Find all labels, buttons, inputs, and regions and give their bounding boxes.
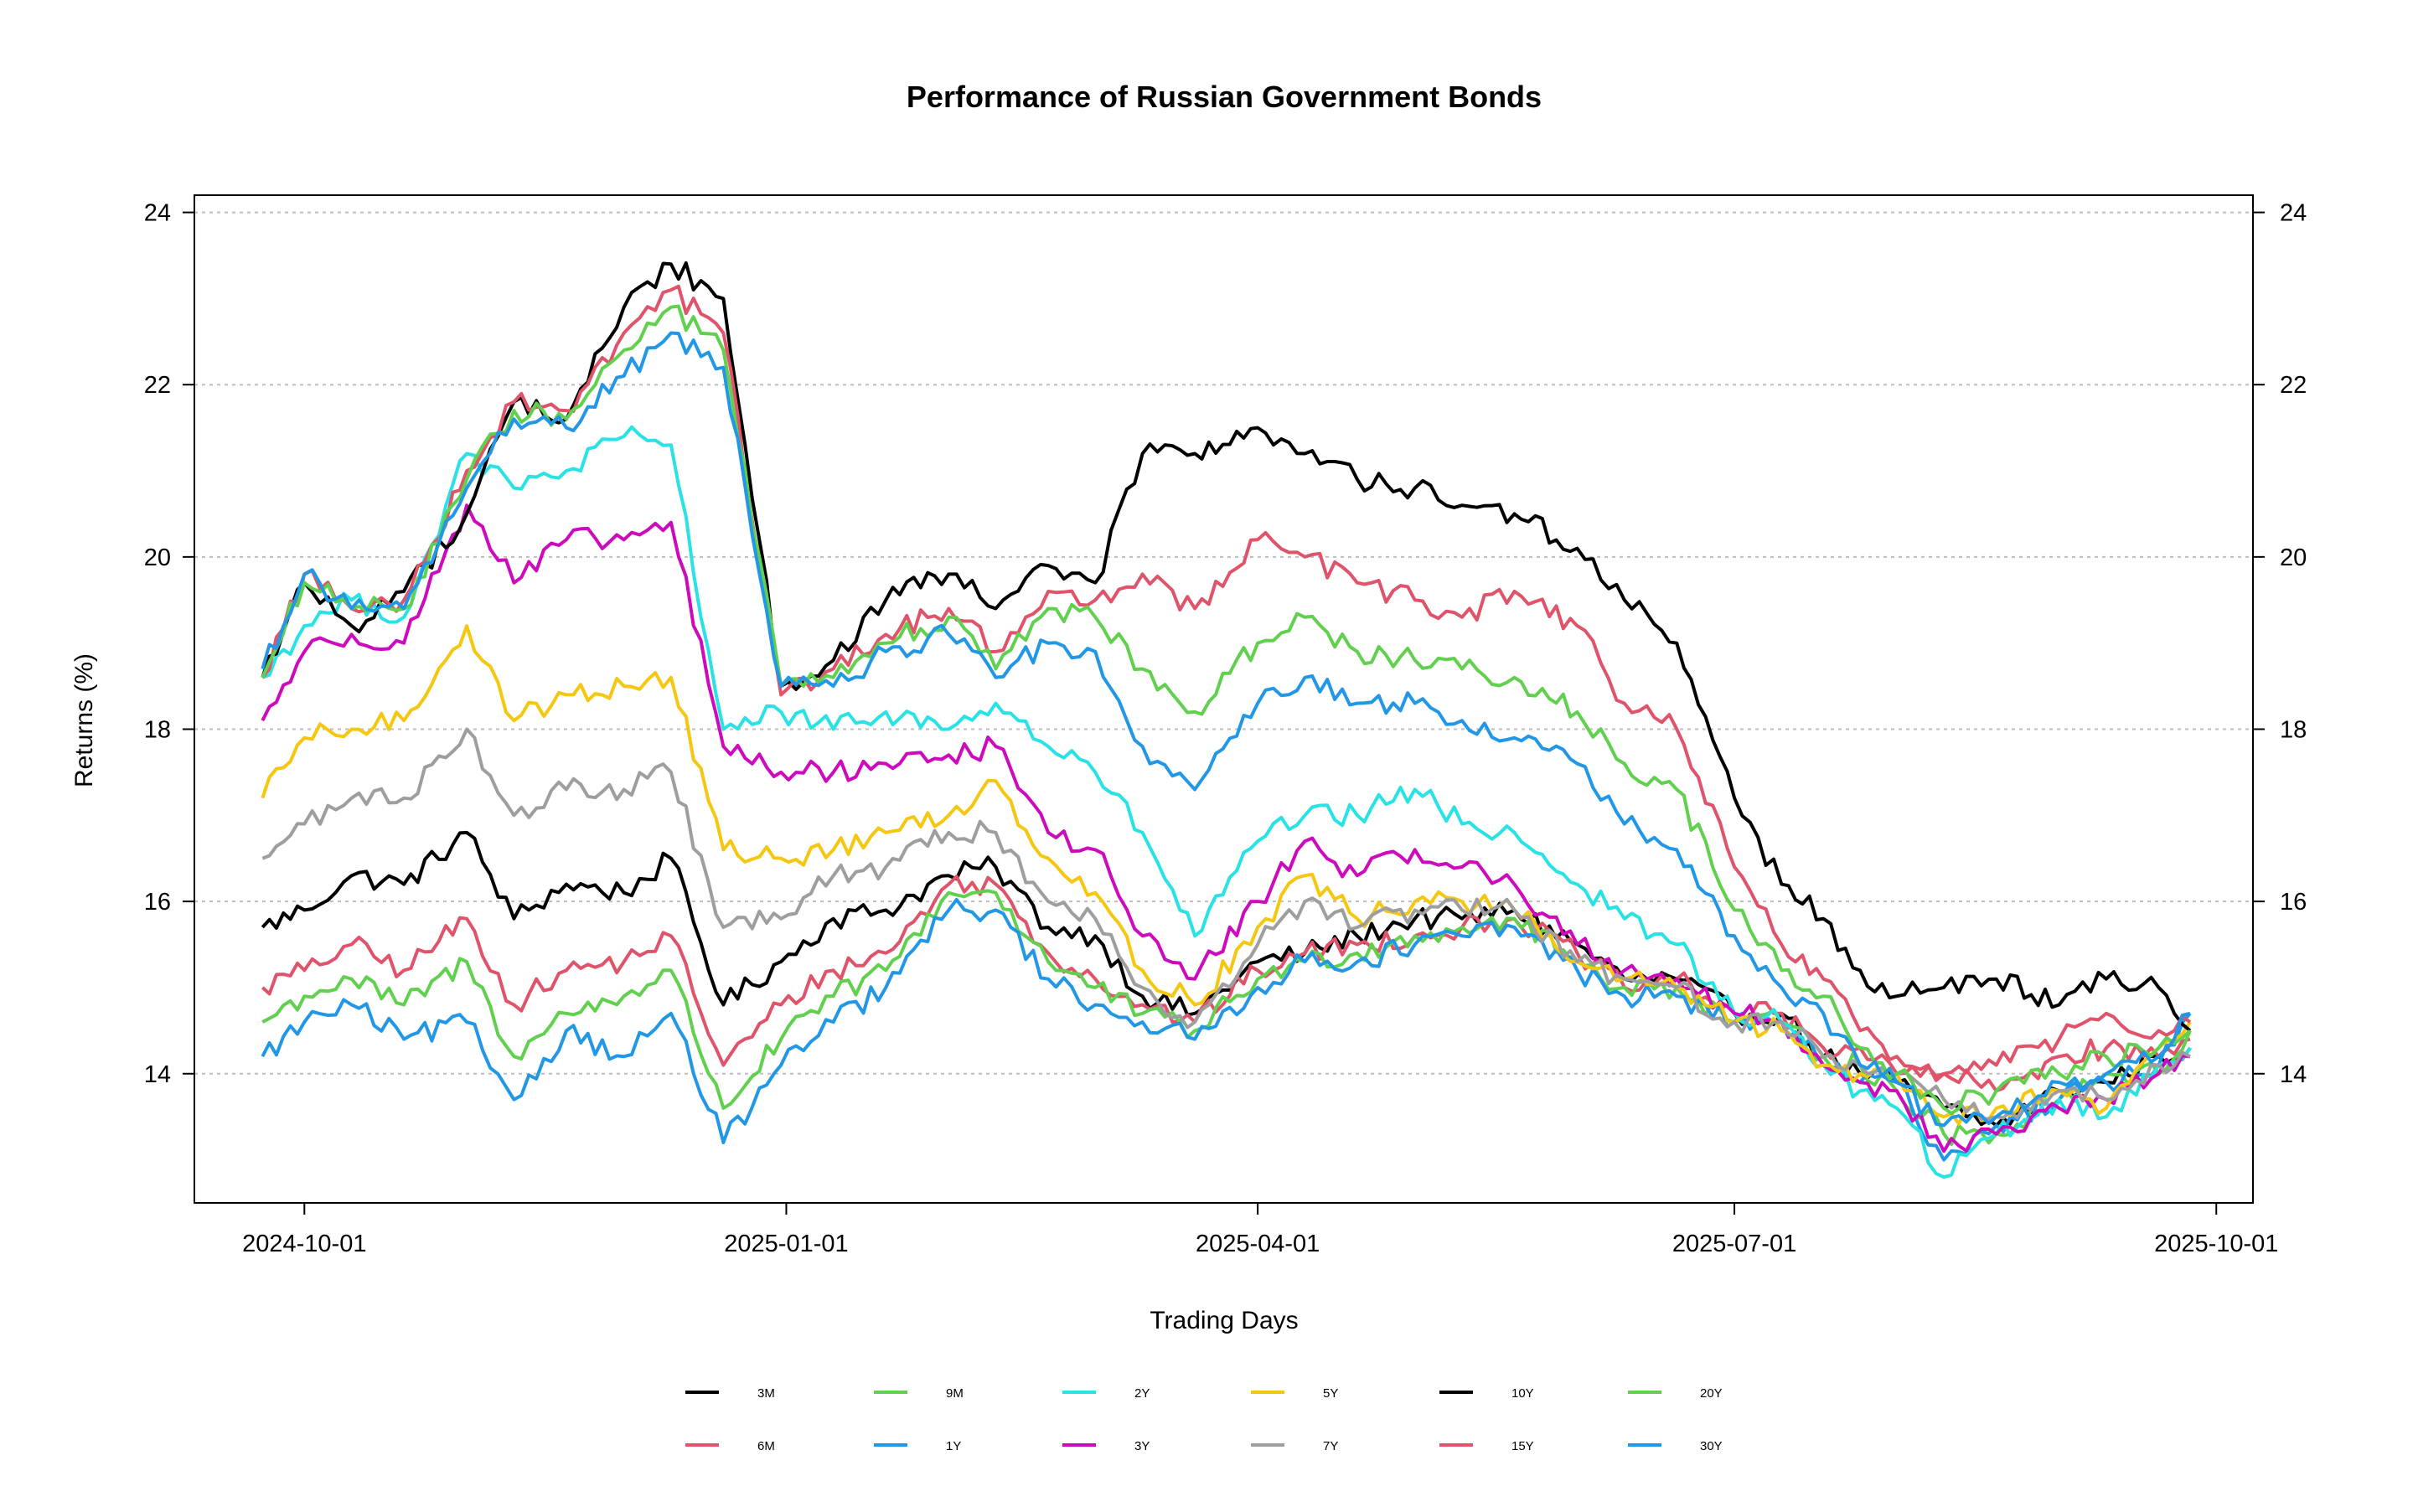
y-tick-label-right: 16 bbox=[2280, 889, 2307, 916]
legend-label-10y: 10Y bbox=[1511, 1386, 1534, 1401]
x-tick-label: 2025-10-01 bbox=[2154, 1231, 2278, 1257]
y-tick-label-right: 24 bbox=[2280, 200, 2307, 227]
y-tick-label-right: 14 bbox=[2280, 1061, 2307, 1088]
y-tick-label: 24 bbox=[144, 200, 171, 227]
legend-label-30y: 30Y bbox=[1700, 1439, 1723, 1453]
series-lines bbox=[261, 261, 2192, 1179]
legend-label-5y: 5Y bbox=[1323, 1386, 1338, 1401]
legend-label-7y: 7Y bbox=[1323, 1439, 1338, 1453]
legend-label-3y: 3Y bbox=[1134, 1439, 1150, 1453]
series-line-3y bbox=[261, 503, 2191, 1153]
legend-label-2y: 2Y bbox=[1134, 1386, 1150, 1401]
legend: 3M 9M 2Y 5Y 10Y 20Y 6M 1Y 3Y 7Y 15Y 30Y bbox=[685, 1386, 1723, 1453]
y-tick-label: 16 bbox=[144, 889, 171, 916]
x-tick-label: 2025-07-01 bbox=[1672, 1231, 1796, 1257]
series-line-5y bbox=[261, 624, 2192, 1126]
y-axis-label: Returns (%) bbox=[70, 653, 98, 787]
legend-label-1y: 1Y bbox=[946, 1439, 961, 1453]
y-tick-label-right: 20 bbox=[2280, 544, 2307, 571]
legend-label-3m: 3M bbox=[757, 1386, 775, 1401]
series-line-2y bbox=[261, 425, 2192, 1179]
chart-title: Performance of Russian Government Bonds bbox=[907, 80, 1542, 114]
series-line-20y bbox=[261, 304, 2192, 1116]
x-tick-label: 2024-10-01 bbox=[242, 1231, 366, 1257]
y-tick-label-right: 18 bbox=[2280, 716, 2307, 743]
legend-label-6m: 6M bbox=[757, 1439, 775, 1453]
y-tick-label-right: 22 bbox=[2280, 372, 2307, 399]
plot-frame bbox=[194, 194, 2254, 1204]
series-line-15y bbox=[261, 284, 2192, 1082]
x-tick-label: 2025-01-01 bbox=[724, 1231, 848, 1257]
y-tick-label: 14 bbox=[144, 1061, 171, 1088]
y-tick-label: 20 bbox=[144, 544, 171, 571]
series-line-10y bbox=[261, 261, 2192, 1032]
y-tick-label: 22 bbox=[144, 372, 171, 399]
legend-label-15y: 15Y bbox=[1511, 1439, 1534, 1453]
x-tick-label: 2025-04-01 bbox=[1196, 1231, 1320, 1257]
series-line-7y bbox=[261, 727, 2191, 1121]
y-tick-label: 18 bbox=[144, 716, 171, 743]
legend-label-20y: 20Y bbox=[1700, 1386, 1723, 1401]
legend-label-9m: 9M bbox=[946, 1386, 964, 1401]
series-line-30y bbox=[261, 331, 2191, 1128]
axes: 14 14 16 16 18 18 20 20 22 22 24 24 2024-10-01 2025-0… bbox=[144, 200, 2307, 1257]
x-axis-label: Trading Days bbox=[1150, 1307, 1298, 1334]
